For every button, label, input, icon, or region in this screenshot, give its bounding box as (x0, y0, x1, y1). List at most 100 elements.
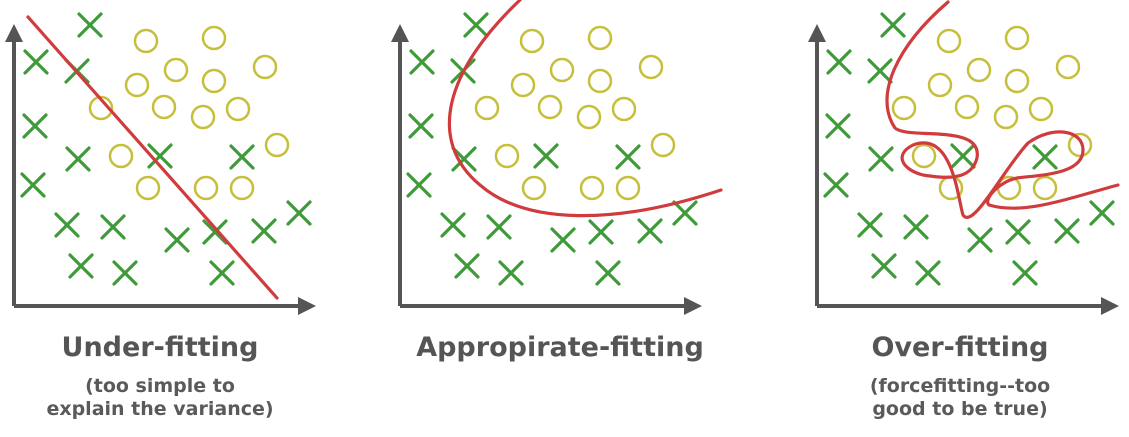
circle-icon (229, 175, 255, 201)
circle-icon (927, 72, 953, 98)
under-fitting-axes (5, 24, 316, 315)
circle-icon (252, 54, 278, 80)
cross-icon (112, 260, 138, 286)
circle-icon (151, 94, 177, 120)
arrow-icon (808, 24, 826, 42)
cross-icon (209, 260, 235, 286)
circle-icon (966, 57, 992, 83)
cross-icon (550, 227, 576, 253)
cross-icon (498, 260, 524, 286)
cross-icon (857, 212, 883, 238)
cross-icon (967, 227, 993, 253)
cross-icon (1054, 218, 1080, 244)
cross-icon (100, 214, 126, 240)
under-fitting-panel (5, 12, 316, 315)
circle-icon (201, 68, 227, 94)
cross-icon (406, 172, 432, 198)
cross-icon (637, 218, 663, 244)
circle-icon (225, 96, 251, 122)
arrow-icon (1101, 297, 1119, 315)
circle-icon (650, 132, 676, 158)
cross-icon (77, 12, 103, 38)
cross-icon (588, 219, 614, 245)
circle-icon (1067, 132, 1093, 158)
under-fitting-boundary (26, 15, 279, 300)
cross-icon (202, 219, 228, 245)
circle-icon (133, 28, 159, 54)
circle-icon (936, 28, 962, 54)
arrow-icon (684, 297, 702, 315)
circle-icon (201, 25, 227, 51)
circle-icon (537, 94, 563, 120)
circle-icon (891, 95, 917, 121)
appropriate-fitting-panel (391, 0, 723, 315)
circle-icon (193, 175, 219, 201)
over-fitting-title: Over-fitting (871, 332, 1049, 363)
circle-icon (638, 54, 664, 80)
circle-icon (108, 143, 134, 169)
cross-icon (451, 146, 477, 172)
cross-icon (229, 144, 255, 170)
circle-icon (1004, 25, 1030, 51)
cross-icon (68, 253, 94, 279)
arrow-icon (298, 297, 316, 315)
circle-icon (190, 104, 216, 130)
appropriate-fitting-title: Appropirate-fitting (416, 332, 704, 363)
circle-icon (1028, 96, 1054, 122)
cross-icon (915, 260, 941, 286)
cross-icon (286, 200, 312, 226)
cross-icon (20, 172, 46, 198)
circle-icon (1004, 68, 1030, 94)
cross-icon (486, 214, 512, 240)
over-fitting-subtitle-line1: (forcefitting--too (869, 375, 1051, 397)
cross-icon (440, 212, 466, 238)
cross-icon (533, 143, 559, 169)
circle-icon (163, 57, 189, 83)
circle-icon (954, 94, 980, 120)
arrow-icon (5, 24, 23, 42)
circle-icon (911, 143, 937, 169)
cross-icon (454, 253, 480, 279)
cross-icon (164, 227, 190, 253)
circle-icon (494, 143, 520, 169)
cross-icon (409, 49, 435, 75)
cross-icon (871, 253, 897, 279)
appropriate-fitting-axes (391, 24, 702, 315)
cross-icon (463, 12, 489, 38)
circle-icon (615, 175, 641, 201)
under-fitting-subtitle-line1: (too simple to (85, 375, 235, 397)
cross-icon (23, 49, 49, 75)
cross-icon (595, 260, 621, 286)
arrow-icon (391, 24, 409, 42)
over-fitting-axes (808, 24, 1119, 315)
over-fitting-boundary (885, 0, 1120, 219)
circle-icon (993, 104, 1019, 130)
circle-icon (135, 175, 161, 201)
appropriate-fitting-boundary (447, 0, 723, 218)
cross-icon (1012, 260, 1038, 286)
cross-icon (1089, 200, 1115, 226)
cross-icon (825, 113, 851, 139)
cross-icon (615, 144, 641, 170)
cross-icon (672, 200, 698, 226)
cross-icon (880, 12, 906, 38)
circle-icon (521, 175, 547, 201)
cross-icon (868, 146, 894, 172)
cross-icon (950, 143, 976, 169)
cross-icon (65, 146, 91, 172)
circle-icon (611, 96, 637, 122)
cross-icon (826, 49, 852, 75)
cross-icon (1032, 144, 1058, 170)
over-fitting-panel (808, 0, 1120, 315)
circle-icon (264, 132, 290, 158)
cross-icon (147, 143, 173, 169)
circle-icon (576, 104, 602, 130)
circle-icon (579, 175, 605, 201)
cross-icon (823, 172, 849, 198)
circle-icon (1032, 175, 1058, 201)
circle-icon (510, 72, 536, 98)
circle-icon (519, 28, 545, 54)
cross-icon (54, 212, 80, 238)
cross-icon (251, 218, 277, 244)
